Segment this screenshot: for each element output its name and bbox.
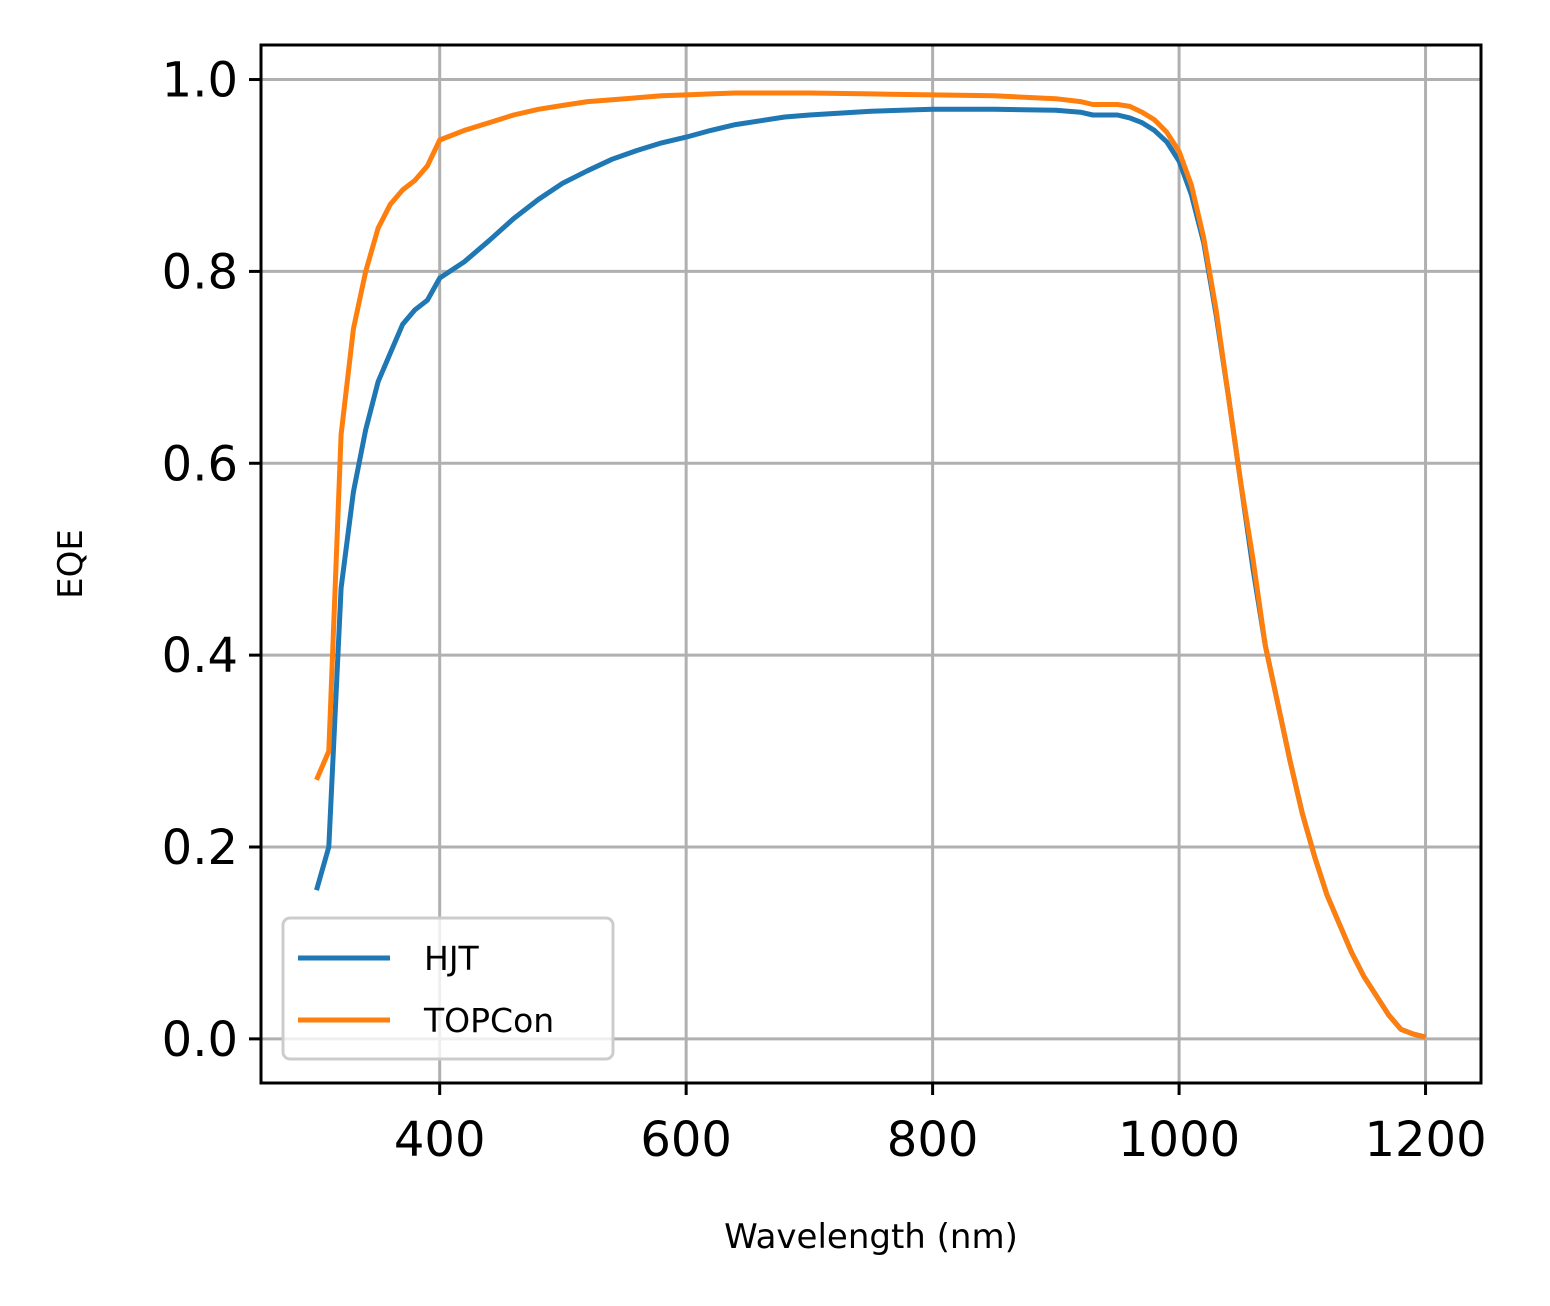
y-tick-label: 0.0 xyxy=(162,1012,238,1068)
plot-lines xyxy=(314,90,1427,1040)
legend: HJT TOPCon xyxy=(281,916,615,1061)
y-tick-label: 0.8 xyxy=(162,244,238,300)
x-tick-label: 800 xyxy=(887,1112,979,1168)
legend-label-hjt: HJT xyxy=(424,939,480,978)
legend-box xyxy=(281,916,615,1061)
grid xyxy=(261,45,1481,1083)
x-tick-label: 400 xyxy=(394,1112,486,1168)
series-line-topcon xyxy=(314,90,1427,1040)
y-tick-label: 0.6 xyxy=(162,436,238,492)
y-axis-label: EQE xyxy=(51,529,91,599)
x-tick-label: 1200 xyxy=(1364,1112,1486,1168)
y-tick-label: 1.0 xyxy=(162,53,238,109)
axis-ticks: 400 600 800 1000 1200 0.0 0.2 0.4 0.6 0.8 1.0 xyxy=(162,53,1487,1168)
x-tick-label: 1000 xyxy=(1118,1112,1240,1168)
legend-label-topcon: TOPCon xyxy=(423,1001,554,1040)
x-axis-label: Wavelength (nm) xyxy=(724,1217,1018,1257)
y-tick-label: 0.4 xyxy=(162,628,238,684)
y-tick-label: 0.2 xyxy=(162,820,238,876)
plot-frame xyxy=(259,43,1483,1085)
x-tick-label: 600 xyxy=(640,1112,732,1168)
